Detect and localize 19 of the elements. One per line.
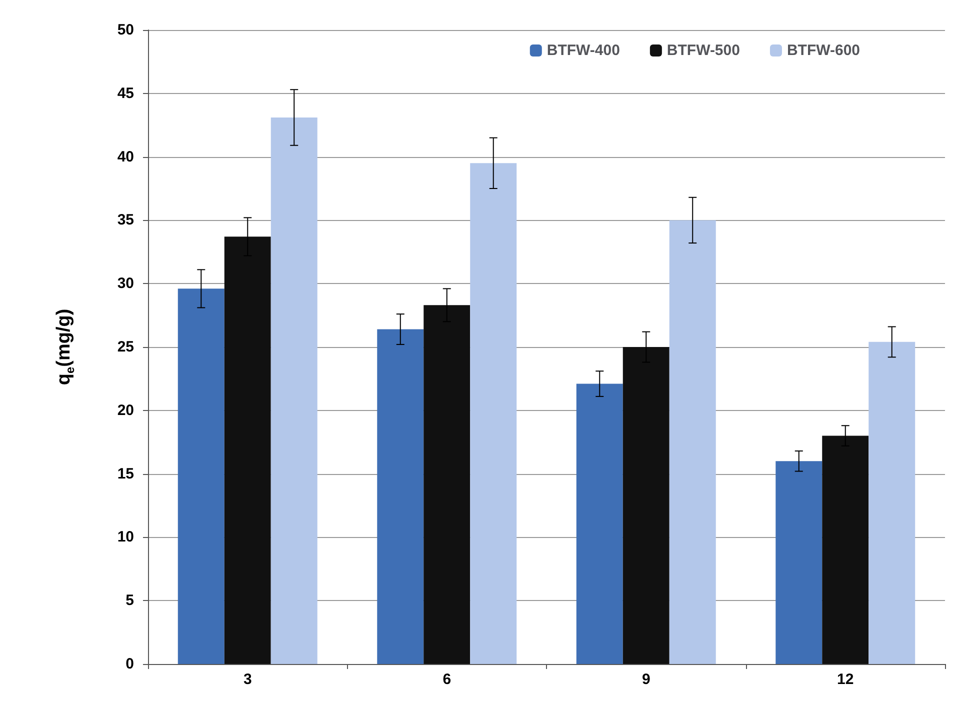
y-tick-label: 35 [117,212,134,229]
y-tick-label: 20 [117,402,134,419]
y-tick-label: 25 [117,338,134,356]
y-tick-label: 40 [117,148,134,166]
y-tick-label: 10 [117,528,134,546]
y-tick-label: 50 [117,22,134,38]
legend-label: BTFW-400 [546,42,620,59]
y-tick-label: 0 [126,656,134,672]
legend-label: BTFW-500 [666,42,740,59]
x-tick-label: 3 [243,671,252,688]
y-axis-title: qe(mg/g) [54,308,77,386]
x-tick-label: 6 [442,671,452,688]
y-tick-label: 30 [117,275,134,292]
x-tick-label: 9 [642,671,650,688]
y-tick-label: 45 [117,84,134,102]
legend-label: BTFW-600 [786,42,860,59]
y-tick-label: 5 [126,592,134,610]
y-tick-label: 15 [117,465,134,482]
x-tick-label: 12 [837,671,854,688]
